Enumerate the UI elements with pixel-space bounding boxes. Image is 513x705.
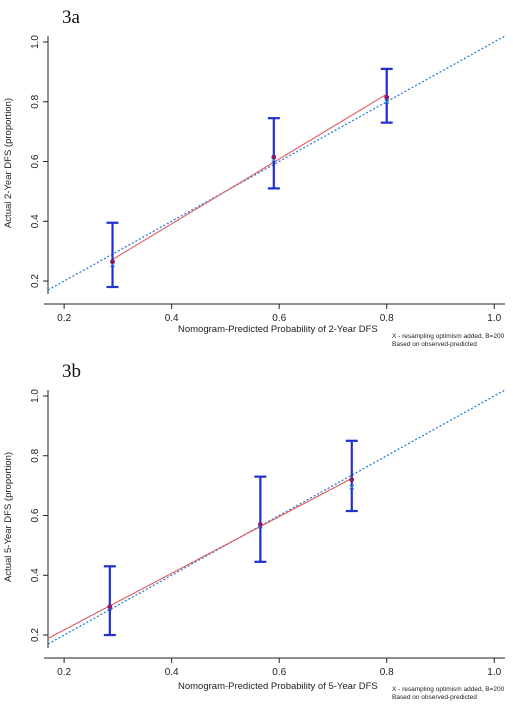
resampling-note: Based on observed-predicted <box>392 341 477 348</box>
y-tick-label: 0.8 <box>30 448 41 462</box>
observed-point <box>107 604 113 610</box>
x-axis-title: Nomogram-Predicted Probability of 2-Year… <box>178 324 378 335</box>
y-tick-label: 0.4 <box>30 568 41 582</box>
ideal-reference-line <box>48 389 505 645</box>
y-tick-label: 0.4 <box>30 214 41 228</box>
y-tick-label: 0.6 <box>30 154 41 168</box>
x-tick-label: 0.8 <box>380 313 394 324</box>
observed-point <box>349 477 355 483</box>
observed-point <box>384 94 390 100</box>
x-tick-label: 0.2 <box>57 667 71 678</box>
resampling-note: X - resampling optimism added, B=200 <box>392 333 505 340</box>
resampling-note: X - resampling optimism added, B=200 <box>392 686 505 693</box>
x-axis-title: Nomogram-Predicted Probability of 5-Year… <box>178 681 378 692</box>
y-tick-label: 1.0 <box>30 35 41 49</box>
corrected-x-marker <box>384 99 390 105</box>
observed-point <box>271 154 277 160</box>
ideal-reference-line <box>48 35 505 291</box>
observed-calibration-line <box>112 93 388 260</box>
observed-calibration-line <box>48 477 353 639</box>
y-tick-label: 0.2 <box>30 274 41 288</box>
corrected-x-marker <box>349 484 355 490</box>
y-tick-label: 0.6 <box>30 508 41 522</box>
observed-point <box>257 522 263 527</box>
x-tick-label: 1.0 <box>487 313 501 324</box>
x-tick-label: 0.4 <box>165 313 179 324</box>
y-tick-label: 0.8 <box>30 94 41 108</box>
y-axis-title: Actual 2-Year DFS (proportion) <box>3 98 14 228</box>
y-tick-label: 0.2 <box>30 628 41 642</box>
x-tick-label: 0.6 <box>272 667 286 678</box>
x-tick-label: 0.2 <box>57 313 71 324</box>
panel-label: 3b <box>62 361 81 382</box>
resampling-note: Based on observed-predicted <box>392 694 477 701</box>
chart-panel-1: 3a 0.2 0.4 0.6 0.8 1.0 0.2 0.4 0.6 0.8 1.0 Actual 2… <box>3 7 505 348</box>
observed-point <box>110 259 115 265</box>
x-tick-label: 0.6 <box>272 313 286 324</box>
panel-label: 3a <box>62 7 81 28</box>
y-axis-title: Actual 5-Year DFS (proportion) <box>3 452 14 582</box>
chart-panel-2: 3b 0.2 0.4 0.6 0.8 1.0 0.2 0.4 0.6 0.8 1.0 Actual 5… <box>3 361 505 701</box>
x-tick-label: 0.8 <box>380 667 394 678</box>
x-tick-label: 0.4 <box>165 667 179 678</box>
y-tick-label: 1.0 <box>30 389 41 403</box>
x-tick-label: 1.0 <box>487 667 501 678</box>
